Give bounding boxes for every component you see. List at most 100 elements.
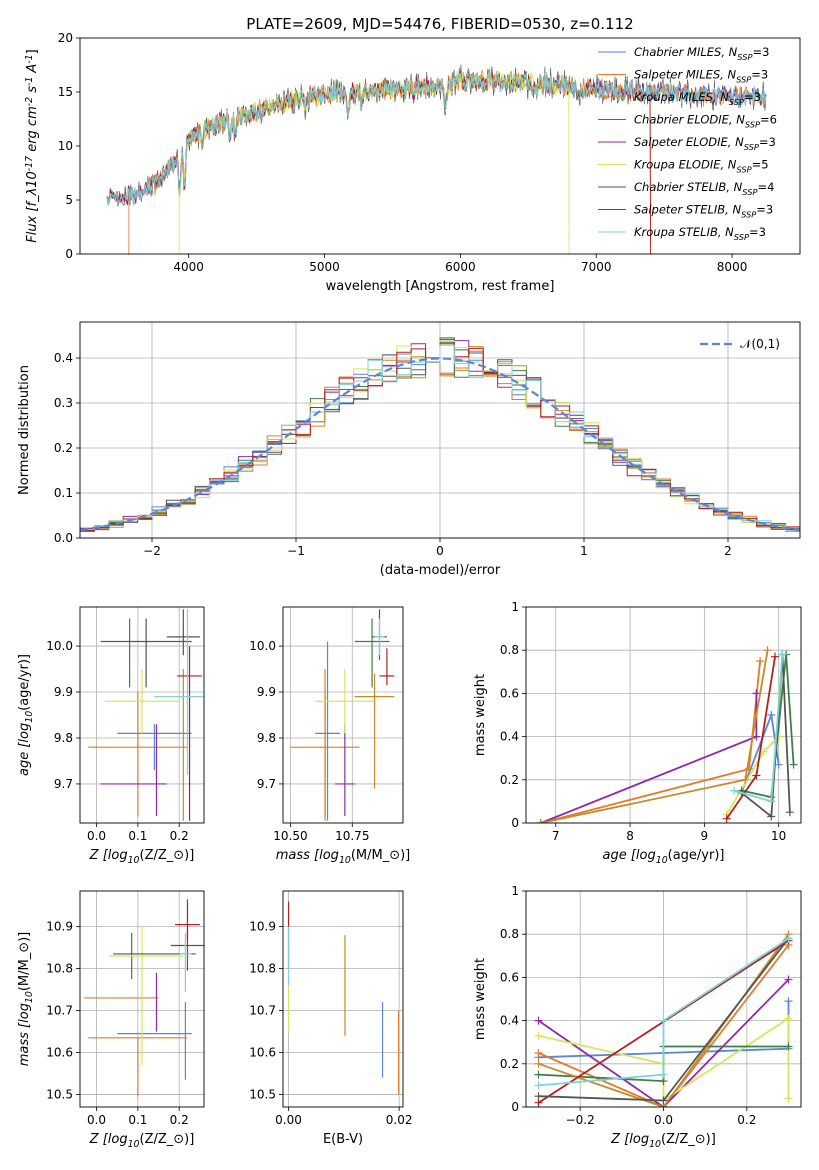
axes-frame [525,606,802,824]
x-tick-label: −1 [287,544,305,558]
plus-marker [534,1070,543,1079]
errorbar-point [315,641,340,821]
plus-marker [784,1042,793,1051]
plus-marker [534,1092,543,1101]
plot-area-mass_weight_vs_Z [534,930,793,1107]
x-tick-label: 4000 [173,260,204,274]
panel-spectrum: 4000 5000 6000 7000 8000 0 5 10 15 20 wavelength [… [24,31,801,294]
plus-marker [784,1094,793,1103]
x-tick-label: 8 [626,829,634,843]
x-tick-label: 0.0 [87,1113,106,1127]
y-tick-label: 0.1 [54,486,73,500]
y-tick-label: 10.9 [46,920,73,934]
plus-marker [784,997,793,1006]
plot-area-mass_vs_EBV [287,901,400,1095]
x-axis-label: E(B-V) [323,1132,363,1147]
x-tick-label: 10 [771,829,786,843]
panel-mass_vs_Z: 0.0 0.1 0.2 10.5 10.6 10.7 10.8 10.9 Z [log10(Z/… [17,890,205,1150]
y-axis-label: Normed distribution [17,365,32,495]
y-tick-label: 0.0 [54,531,73,545]
plot-area-age_vs_mass [290,609,395,821]
errorbar-point [175,899,200,942]
y-tick-label: 5 [65,193,73,207]
y-tick-label: 0.6 [500,970,519,984]
plus-marker [752,732,761,741]
y-tick-label: 10.6 [249,1045,276,1059]
chart-title: PLATE=2609, MJD=54476, FIBERID=0530, z=0… [246,15,633,33]
panel-residuals: −2 −1 0 1 2 0.0 0.1 0.2 0.3 0.4 (data-model)/error… [17,321,801,578]
errorbar-point [354,673,395,789]
y-tick-label: 9.8 [54,731,73,745]
plus-marker [763,646,772,655]
y-tick-label: 9.9 [54,685,73,699]
plus-marker [534,1016,543,1025]
y-tick-label: 0.4 [500,1014,519,1028]
y-tick-label: 0.8 [500,927,519,941]
y-tick-label: 0 [511,1100,519,1114]
plus-marker [767,711,776,719]
plus-marker [730,786,739,795]
plot-area-mass_weight_vs_age [536,646,798,823]
plot-area-residuals [80,337,800,532]
y-tick-label: 15 [58,85,73,99]
errorbar-point [88,1037,188,1097]
y-tick-label: 10.5 [46,1087,73,1101]
x-axis-label: wavelength [Angstrom, rest frame] [326,279,555,294]
errorbar-point [100,618,192,688]
y-axis-label: mass [log10(M/M_⊙)] [17,932,35,1067]
panel-age_vs_Z: 0.0 0.1 0.2 9.7 9.8 9.9 10.0 Z [log10(Z/Z_⊙)] ag… [17,606,205,866]
plus-marker [659,1096,668,1105]
y-tick-label: 0.4 [500,730,519,744]
panel-mass_weight_vs_age: 7 8 9 10 0 0.2 0.4 0.6 0.8 1 age [log10(age/yr)] ma… [473,600,802,866]
plus-marker [774,760,783,769]
panel-mass_weight_vs_Z: −0.2 0.0 0.2 0 0.2 0.4 0.6 0.8 1 Z [log10(Z/Z_⊙)]… [473,884,802,1150]
y-tick-label: 0.6 [500,686,519,700]
errorbar-point [379,648,395,686]
axes-frame [282,890,404,1108]
x-tick-label: 0.0 [654,1113,673,1127]
plus-marker [759,747,768,756]
y-tick-label: 10.0 [46,639,73,653]
y-tick-label: 0.2 [54,441,73,455]
x-tick-label: 0.02 [386,1113,413,1127]
axes-frame [79,321,801,539]
plus-marker [756,657,765,665]
y-tick-label: 9.8 [257,731,276,745]
plus-marker [784,975,793,984]
y-tick-label: 10.9 [249,920,276,934]
legend-label: Salpeter ELODIE, NSSP=3 [634,135,776,152]
legend-label: Kroupa STELIB, NSSP=3 [634,225,766,242]
normal-curve [80,357,800,532]
plus-marker [767,812,776,821]
plus-marker [784,934,793,943]
plus-marker [752,689,761,698]
spectrum-series-5 [178,70,570,254]
axes-frame [282,606,404,824]
x-tick-label: 0.2 [170,1113,189,1127]
plus-marker [741,775,750,784]
x-tick-label: 0.00 [275,1113,302,1127]
x-tick-label: 1 [580,544,588,558]
weight-series-4 [540,693,758,823]
axes-frame [79,37,801,255]
x-tick-label: 0.2 [170,829,189,843]
weight-series-4 [537,978,790,1107]
x-tick-label: 10.75 [335,829,369,843]
y-tick-label: 10.0 [249,639,276,653]
y-tick-label: 9.9 [257,685,276,699]
x-tick-label: −0.2 [566,1113,595,1127]
legend-label: Salpeter STELIB, NSSP=3 [634,203,773,220]
x-tick-label: 0.2 [737,1113,756,1127]
errorbar-point [104,669,180,734]
plus-marker [752,771,761,780]
y-tick-label: 10.8 [46,962,73,976]
y-tick-label: 0.2 [500,773,519,787]
weight-series-8 [538,937,789,1087]
plus-marker [767,797,776,806]
plus-marker [659,1016,668,1025]
x-tick-label: 8000 [717,260,748,274]
legend-label: Salpeter MILES, NSSP=3 [634,68,768,85]
y-tick-label: 9.7 [54,777,73,791]
x-tick-label: 0.1 [128,1113,147,1127]
